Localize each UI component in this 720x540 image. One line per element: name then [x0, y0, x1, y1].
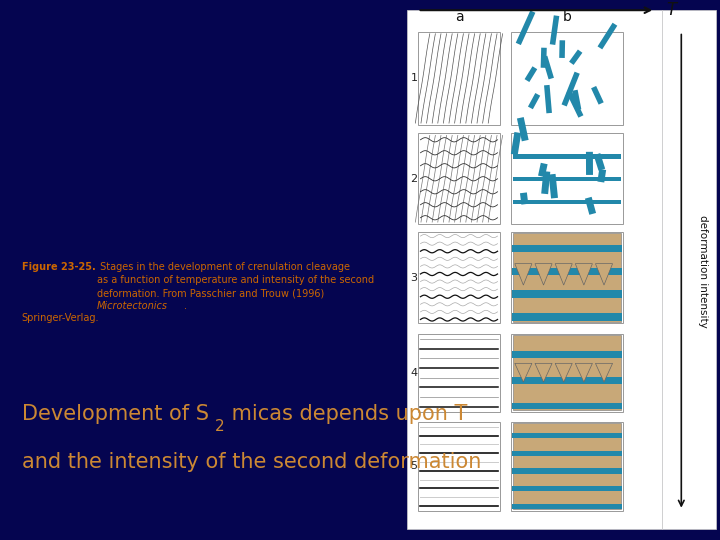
Bar — [512, 245, 622, 252]
Bar — [513, 177, 621, 181]
Text: Microtectonics: Microtectonics — [97, 301, 168, 311]
Bar — [513, 154, 621, 159]
Bar — [513, 423, 621, 510]
Text: 5: 5 — [410, 461, 418, 471]
Bar — [418, 422, 500, 510]
Polygon shape — [515, 264, 532, 285]
Text: 2: 2 — [215, 418, 224, 434]
Text: Figure 23-25.: Figure 23-25. — [22, 262, 95, 272]
Bar — [512, 291, 622, 298]
Bar — [511, 232, 623, 323]
Bar — [418, 133, 500, 224]
Text: 4: 4 — [410, 368, 418, 378]
Bar — [513, 200, 621, 204]
Polygon shape — [515, 363, 532, 382]
Text: Development of S: Development of S — [22, 404, 209, 424]
Polygon shape — [595, 363, 613, 382]
Polygon shape — [535, 264, 552, 285]
Polygon shape — [555, 363, 572, 382]
Bar — [662, 10, 716, 529]
Polygon shape — [595, 264, 613, 285]
Text: b: b — [562, 10, 572, 24]
Bar — [513, 233, 621, 322]
Bar — [418, 32, 500, 125]
Polygon shape — [575, 264, 593, 285]
Text: deformation intensity: deformation intensity — [698, 215, 708, 327]
Text: 2: 2 — [410, 174, 418, 184]
Polygon shape — [555, 264, 572, 285]
Bar — [513, 335, 621, 410]
Bar — [512, 351, 622, 357]
Bar — [512, 433, 622, 438]
Text: and the intensity of the second deformation: and the intensity of the second deformat… — [22, 453, 481, 472]
Text: 3: 3 — [410, 273, 418, 283]
Bar — [512, 504, 622, 509]
Bar — [418, 232, 500, 323]
Text: 1: 1 — [410, 73, 418, 83]
Bar — [407, 10, 662, 529]
Text: Springer-Verlag.: Springer-Verlag. — [22, 313, 99, 322]
Text: Stages in the development of crenulation cleavage
as a function of temperature a: Stages in the development of crenulation… — [97, 262, 374, 298]
Polygon shape — [575, 363, 593, 382]
Bar — [512, 486, 622, 491]
Bar — [512, 268, 622, 275]
Bar — [511, 422, 623, 510]
Bar — [512, 313, 622, 321]
Bar — [511, 133, 623, 224]
Bar — [512, 468, 622, 474]
Text: micas depends upon T: micas depends upon T — [225, 404, 468, 424]
Text: T: T — [666, 1, 676, 19]
Bar — [418, 334, 500, 411]
Bar — [511, 334, 623, 411]
Bar — [512, 450, 622, 456]
Polygon shape — [535, 363, 552, 382]
Text: .: . — [184, 301, 186, 311]
Bar — [512, 377, 622, 383]
Bar — [511, 32, 623, 125]
Text: a: a — [455, 10, 463, 24]
Bar — [512, 403, 622, 409]
